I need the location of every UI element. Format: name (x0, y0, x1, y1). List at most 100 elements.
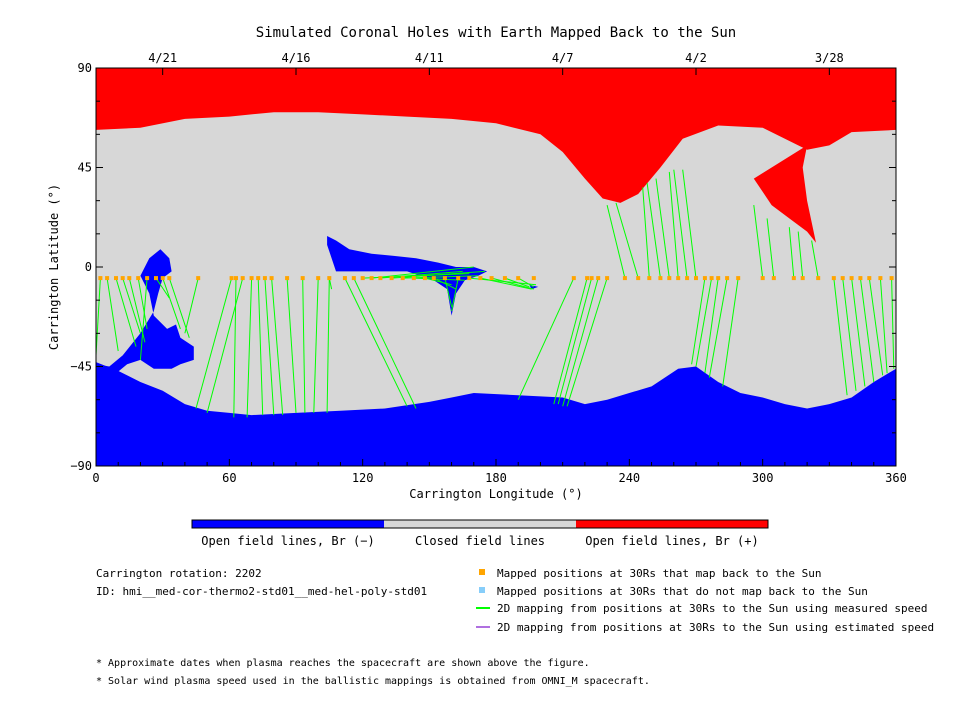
legend-swatch-mapped (479, 569, 485, 575)
mapping-line (451, 278, 459, 312)
mapped-point (709, 276, 714, 281)
mapped-point (262, 276, 267, 281)
mapped-point (858, 276, 863, 281)
mapping-line (391, 270, 485, 279)
mapping-line (695, 278, 713, 367)
mapped-point (725, 276, 730, 281)
mapping-line (517, 277, 575, 400)
mapping-line (371, 266, 474, 279)
mapped-point (636, 276, 641, 281)
mapped-point (716, 276, 721, 281)
mapped-point (571, 276, 576, 281)
mapped-point (327, 276, 332, 281)
y-tick-label: −90 (70, 459, 92, 473)
mapped-point (114, 276, 118, 281)
mapped-point (160, 276, 165, 281)
mapping-line (691, 278, 706, 365)
colorbar: Open field lines, Br (−) Closed field li… (191, 519, 769, 548)
mapping-line (811, 240, 819, 279)
mapped-point (249, 276, 254, 281)
mapping-line (673, 169, 688, 279)
mapped-point (596, 276, 601, 281)
mapping-line (891, 278, 895, 369)
legend: Mapped positions at 30Rs that map back t… (476, 567, 934, 634)
mapping-line (491, 277, 534, 290)
mapped-point (234, 276, 238, 281)
legend-label-mapped: Mapped positions at 30Rs that map back t… (497, 567, 822, 580)
y-tick-label: 90 (78, 61, 92, 75)
top-date-label: 4/21 (148, 51, 177, 65)
plot-area (95, 67, 897, 467)
mapped-point (589, 276, 594, 281)
mapped-point (478, 276, 483, 281)
mapping-line (139, 278, 148, 360)
mapping-line (788, 227, 795, 279)
mapping-line (326, 278, 330, 413)
mapping-line (557, 277, 593, 405)
mapping-line (646, 182, 661, 279)
mapping-line (517, 277, 535, 288)
mapped-point (760, 276, 765, 281)
mapped-point (378, 276, 383, 281)
mapping-line (553, 277, 588, 405)
mapping-line (562, 277, 599, 407)
y-tick-label: 0 (85, 260, 92, 274)
info-block: Carrington rotation: 2202 ID: hmi__med-c… (96, 567, 427, 598)
mapped-points (98, 276, 894, 281)
mapped-point (285, 276, 290, 281)
mapped-point (831, 276, 836, 281)
mapping-line (424, 277, 452, 286)
mapping-line (233, 278, 237, 418)
mapping-line (642, 187, 650, 279)
mapping-line (246, 278, 253, 418)
mapped-point (816, 276, 821, 281)
x-axis-label: Carrington Longitude (°) (409, 487, 582, 501)
footnote-dates: * Approximate dates when plasma reaches … (96, 658, 590, 669)
x-tick-label: 0 (92, 471, 99, 485)
mapping-line (504, 277, 530, 288)
region-positive-open-north (96, 68, 896, 203)
mapping-line (606, 204, 626, 279)
colorbar-label-negative: Open field lines, Br (−) (201, 534, 374, 548)
mapped-point (685, 276, 690, 281)
top-date-label: 4/2 (685, 51, 707, 65)
mapping-line (122, 277, 141, 334)
mapping-line (264, 278, 275, 416)
mapping-line (833, 278, 848, 396)
mapping-line (155, 277, 170, 299)
mapping-line (753, 205, 764, 279)
field-regions (96, 68, 896, 466)
mapping-line (313, 278, 319, 413)
legend-swatch-unmapped (479, 587, 485, 593)
mapped-point (442, 276, 447, 281)
mapped-point (167, 276, 172, 281)
mapped-point (771, 276, 776, 281)
mapped-point (369, 276, 374, 281)
footnotes: * Approximate dates when plasma reaches … (96, 658, 650, 687)
mapped-point (127, 276, 132, 281)
region-negative-hole-left (96, 249, 194, 376)
mapping-line (95, 278, 101, 356)
region-positive-open-tongue (753, 145, 816, 243)
mapped-point (585, 276, 590, 281)
mapped-point (431, 276, 436, 281)
mapped-point (360, 276, 365, 281)
mapped-point (154, 276, 158, 281)
mapped-point (667, 276, 672, 281)
mapping-line (682, 169, 697, 279)
mapped-point (489, 276, 494, 281)
x-tick-label: 300 (752, 471, 774, 485)
region-negative-open-south (96, 362, 896, 466)
mapping-line (271, 278, 284, 416)
mapping-line (797, 231, 804, 279)
colorbar-negative-open (192, 520, 384, 528)
mapped-point (98, 276, 103, 281)
mapping-line (444, 277, 453, 307)
mapping-line (655, 178, 670, 279)
mapped-point (422, 276, 427, 281)
carrington-rotation-text: Carrington rotation: 2202 (96, 567, 262, 580)
mapping-line (766, 218, 775, 279)
mapped-point (658, 276, 663, 281)
mapped-point (647, 276, 652, 281)
